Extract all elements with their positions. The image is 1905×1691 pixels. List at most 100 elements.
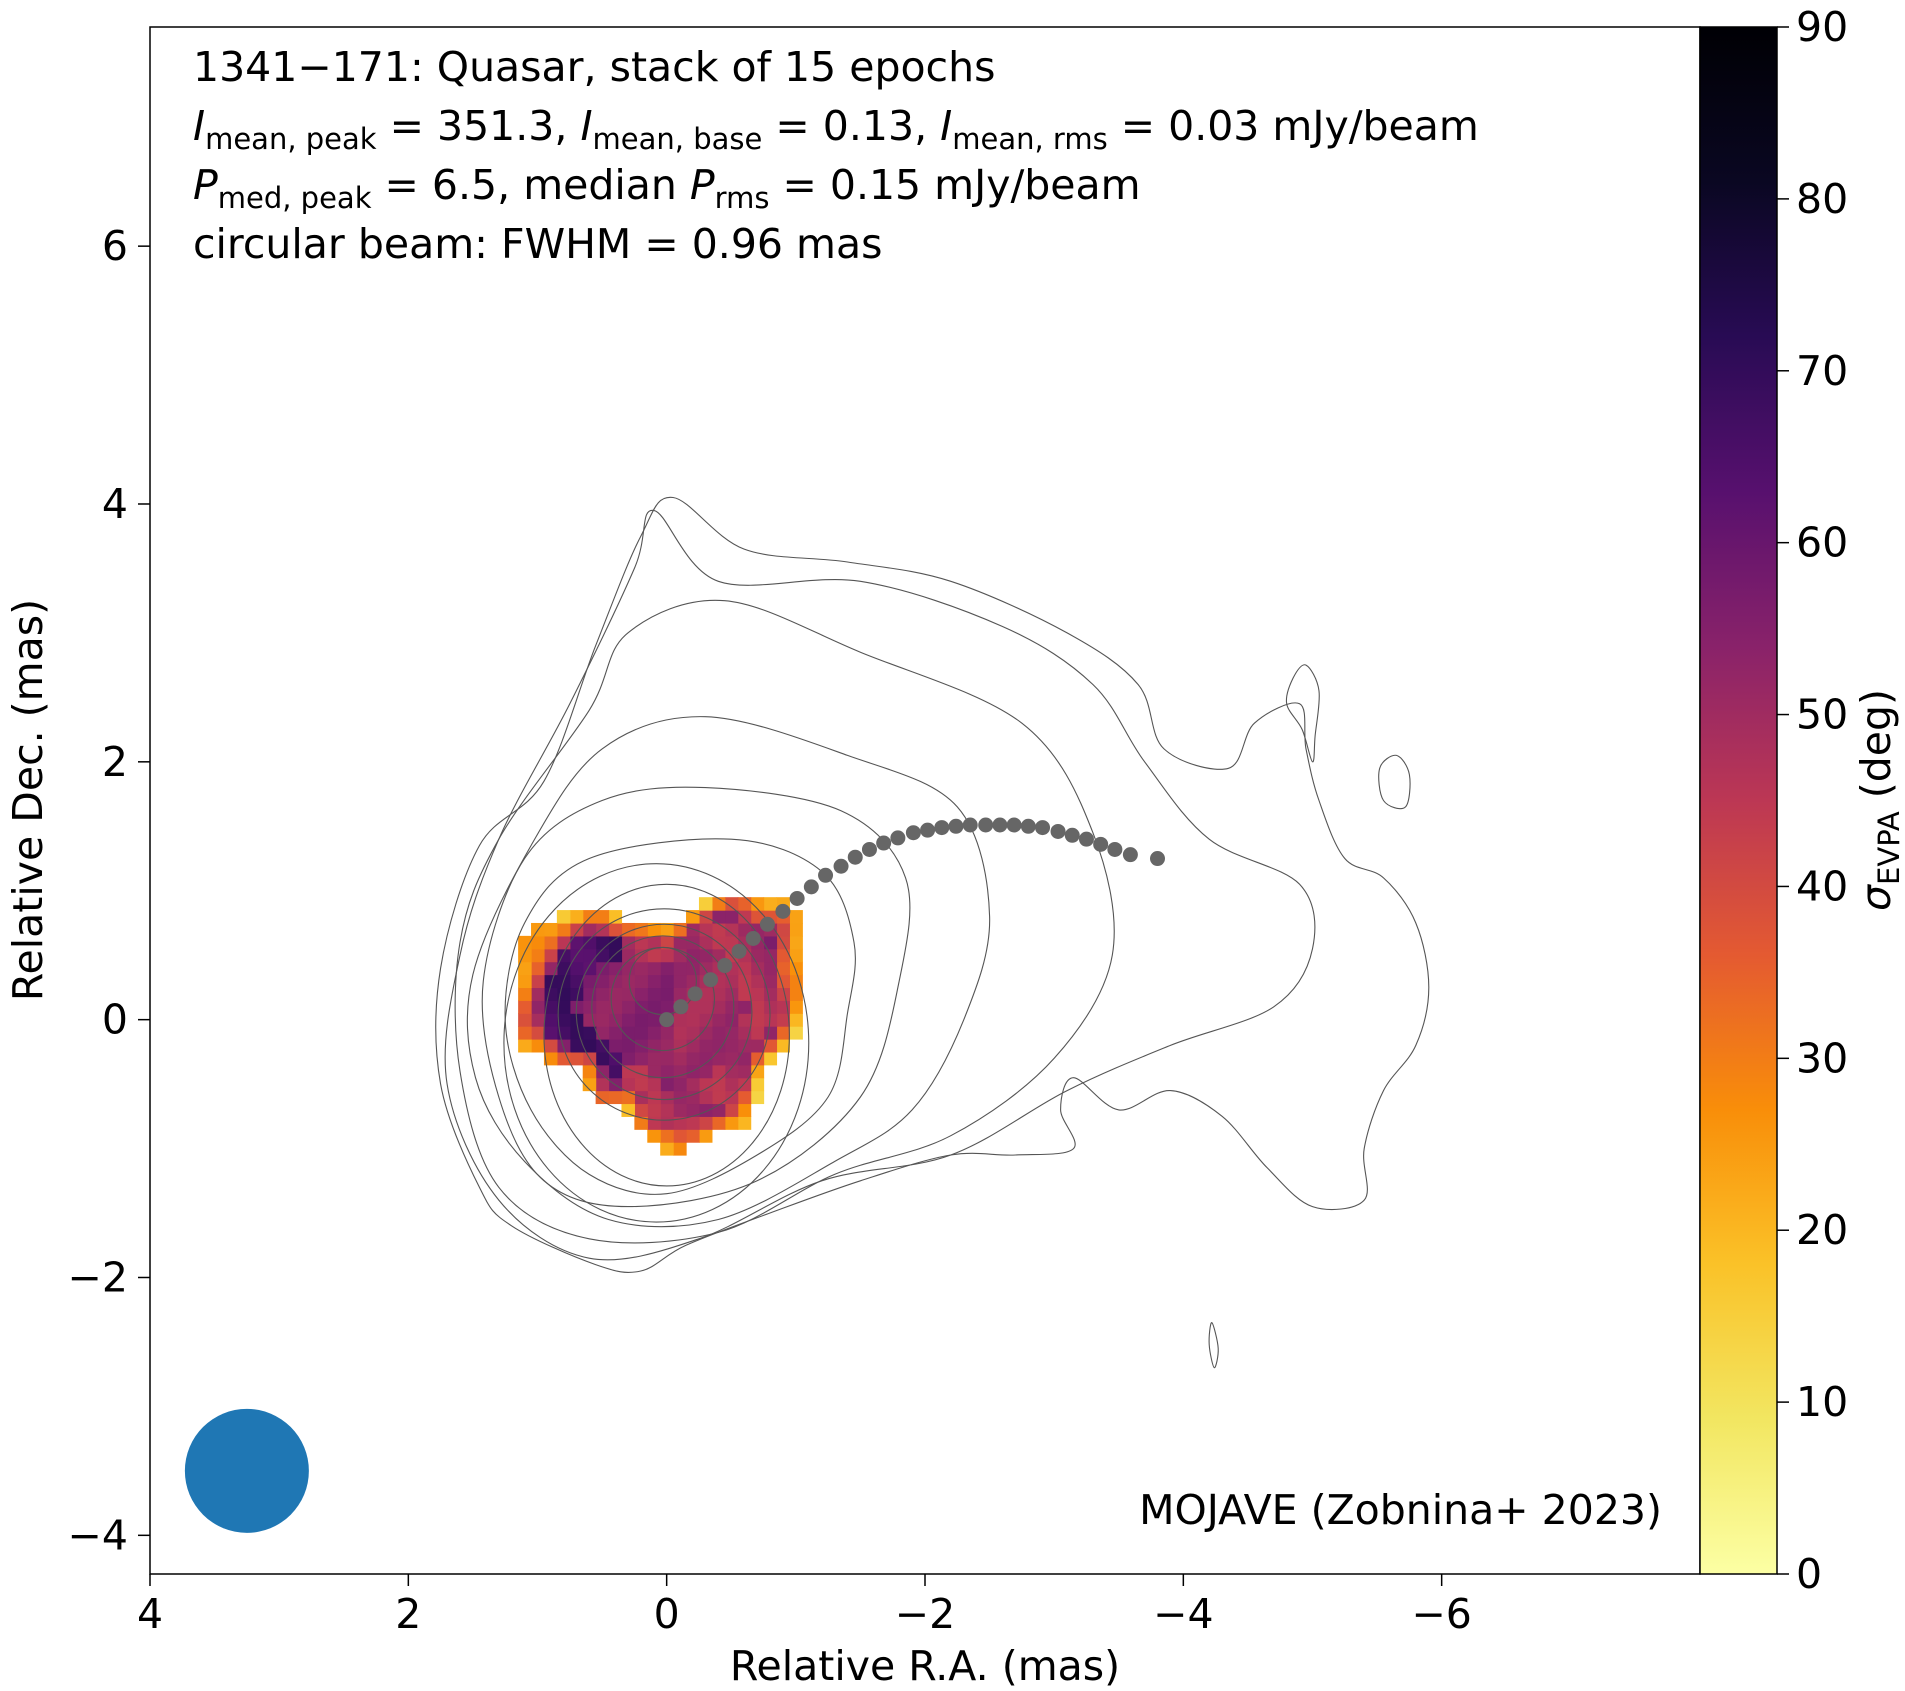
heatmap-cell xyxy=(698,1090,713,1105)
heatmap-cell xyxy=(737,1103,752,1117)
colorbar-tick-label: 10 xyxy=(1796,1378,1848,1426)
y-tick-label: 0 xyxy=(102,996,128,1044)
heatmap-cell xyxy=(582,1077,597,1092)
heatmap-cell xyxy=(531,935,545,950)
ridgeline-point xyxy=(1064,827,1080,843)
heatmap-cell xyxy=(647,1129,661,1143)
heatmap-cell xyxy=(634,961,648,976)
heatmap-cell xyxy=(556,1051,571,1066)
heatmap-cell xyxy=(776,961,790,976)
heatmap-cell xyxy=(647,1013,661,1027)
heatmap-cell xyxy=(608,922,623,937)
heatmap-cell xyxy=(724,987,739,1001)
contour-line xyxy=(543,883,790,1187)
colorbar-label-symbol: σ xyxy=(1852,883,1900,911)
heatmap-cell xyxy=(660,974,674,989)
heatmap-cell xyxy=(660,1129,674,1143)
heatmap-cell xyxy=(724,1064,739,1079)
contour-line xyxy=(435,496,1430,1273)
heatmap-cell xyxy=(556,1038,571,1053)
heatmap-cell xyxy=(634,1077,648,1092)
heatmap-cell xyxy=(763,987,778,1001)
contour-line xyxy=(444,509,1316,1261)
header-line: Imean, peak = 351.3, Imean, base = 0.13,… xyxy=(193,102,1479,156)
heatmap-cell xyxy=(750,1013,765,1027)
heatmap-cell xyxy=(763,1038,778,1053)
heatmap-cell xyxy=(711,1051,726,1066)
heatmap-cell xyxy=(660,1077,674,1092)
heatmap-cell xyxy=(634,974,648,989)
ridgeline-point xyxy=(803,879,819,895)
heatmap-cell xyxy=(518,1013,532,1027)
heatmap-cell xyxy=(737,910,752,924)
heatmap-cell xyxy=(543,948,558,963)
heatmap-cell xyxy=(789,935,803,950)
heatmap-cell xyxy=(686,910,700,924)
heatmap-cell xyxy=(673,948,687,963)
heatmap-cell xyxy=(724,1051,739,1066)
heatmap-cell xyxy=(595,974,610,989)
heatmap-cell xyxy=(711,987,726,1001)
header-text: P xyxy=(690,161,715,209)
contour-line xyxy=(557,908,771,1121)
heatmap-cell xyxy=(647,961,661,976)
ridgeline-point xyxy=(905,825,921,841)
colorbar-label-unit: (deg) xyxy=(1852,689,1900,811)
colorbar-tick-label: 20 xyxy=(1796,1206,1848,1254)
heatmap-cell xyxy=(698,1026,713,1040)
colorbar-tick-label: 70 xyxy=(1796,347,1848,395)
heatmap-cell xyxy=(789,948,803,963)
heatmap-cell xyxy=(647,1090,661,1105)
ridgeline-point xyxy=(1020,818,1036,834)
contour-line xyxy=(481,786,911,1208)
heatmap-cell xyxy=(518,987,532,1001)
heatmap-cell xyxy=(647,1051,661,1066)
header-text: = 351.3, xyxy=(377,102,581,150)
ridgeline-point xyxy=(992,817,1008,833)
y-tick-label: 2 xyxy=(102,738,128,786)
x-axis-label: Relative R.A. (mas) xyxy=(730,1642,1120,1690)
heatmap-cell xyxy=(698,1051,713,1066)
heatmap-cell xyxy=(543,1013,558,1027)
heatmap-cell xyxy=(595,1064,610,1079)
heatmap-cell xyxy=(750,1000,765,1014)
beam-ellipse xyxy=(184,1408,309,1533)
heatmap-cell xyxy=(686,1051,700,1066)
heatmap-cell xyxy=(556,948,571,963)
colorbar-tick-label: 0 xyxy=(1796,1550,1822,1598)
heatmap-cell xyxy=(698,1038,713,1053)
heatmap-cell xyxy=(737,1116,752,1130)
heatmap-cell xyxy=(621,961,635,976)
heatmap-cell xyxy=(724,1000,739,1014)
heatmap-cell xyxy=(621,1064,635,1079)
x-tick-label: −2 xyxy=(895,1590,955,1638)
heatmap-cell xyxy=(647,935,661,950)
heatmap-cell xyxy=(582,1000,597,1014)
ridgeline-point xyxy=(934,820,950,836)
intensity-contours xyxy=(435,496,1430,1369)
heatmap-cell xyxy=(673,1090,687,1105)
header-text: rms xyxy=(715,181,770,215)
header-text: I xyxy=(580,102,592,150)
heatmap-cell xyxy=(647,948,661,963)
heatmap-cell xyxy=(711,922,726,937)
ridgeline-point xyxy=(1122,847,1138,863)
heatmap-cell xyxy=(763,1051,778,1066)
credit-label: MOJAVE (Zobnina+ 2023) xyxy=(1139,1486,1662,1534)
heatmap-cell xyxy=(634,1013,648,1027)
heatmap-cell xyxy=(698,935,713,950)
heatmap-cell xyxy=(789,922,803,937)
heatmap-cell xyxy=(776,922,790,937)
heatmap-cell xyxy=(763,1000,778,1014)
heatmap-cell xyxy=(711,1000,726,1014)
heatmap-cell xyxy=(660,961,674,976)
y-tick-label: −2 xyxy=(68,1253,128,1301)
heatmap-cell xyxy=(711,897,726,911)
heatmap-cell xyxy=(737,1026,752,1040)
heatmap-cell xyxy=(543,1038,558,1053)
heatmap-cell xyxy=(763,1026,778,1040)
contour-line xyxy=(1208,1322,1219,1369)
heatmap-cell xyxy=(673,1051,687,1066)
heatmap-cell xyxy=(518,961,532,976)
header-line: circular beam: FWHM = 0.96 mas xyxy=(193,220,882,268)
